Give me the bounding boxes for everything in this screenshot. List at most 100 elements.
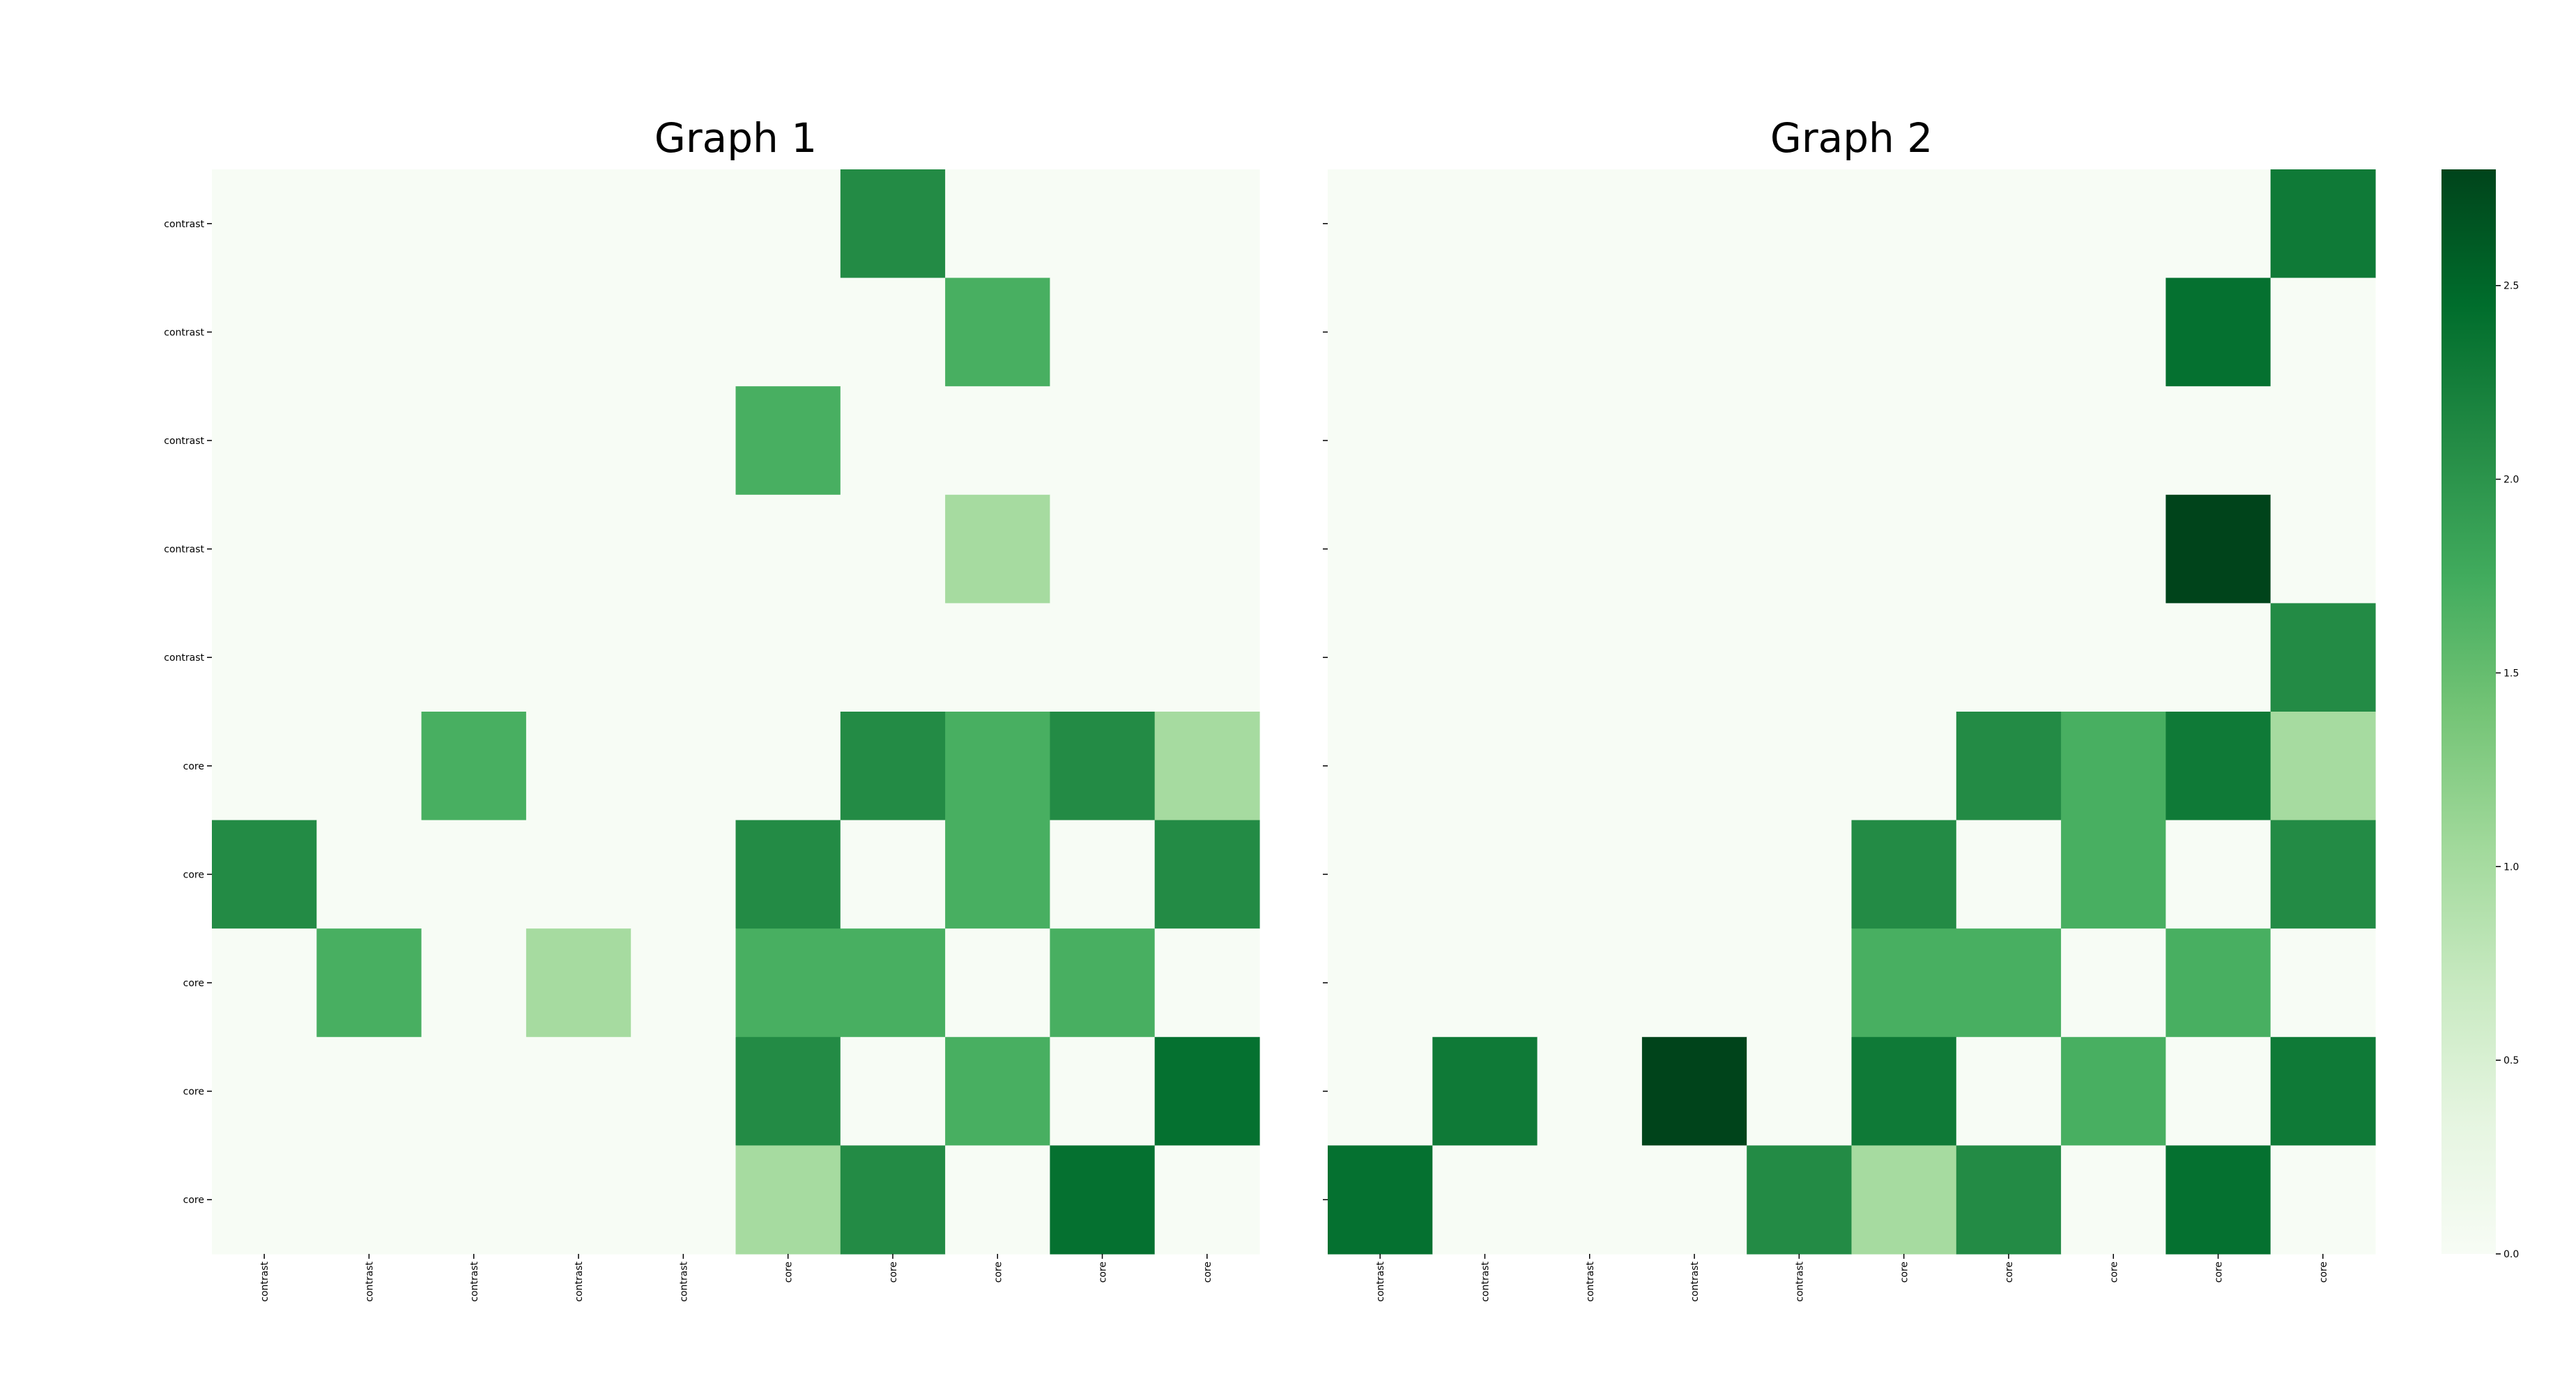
heatmap-cell bbox=[840, 169, 946, 279]
x-tick-label: core bbox=[992, 1262, 1004, 1282]
heatmap-cell bbox=[1956, 1036, 2062, 1146]
x-tick-label: contrast bbox=[678, 1261, 689, 1301]
heatmap-cell bbox=[421, 603, 527, 712]
heatmap-cell bbox=[1641, 603, 1747, 712]
heatmap-cell bbox=[526, 1145, 631, 1255]
heatmap-cell bbox=[2061, 386, 2166, 496]
heatmap-cell bbox=[2270, 928, 2376, 1038]
heatmap-cell bbox=[1851, 386, 1957, 496]
colorbar-tick-label: 2.0 bbox=[2504, 475, 2519, 486]
heatmap-cell bbox=[526, 494, 631, 604]
heatmap-cell bbox=[2270, 169, 2376, 279]
heatmap-cell bbox=[735, 386, 841, 496]
heatmap-cell bbox=[1154, 928, 1260, 1038]
heatmap-cell bbox=[1747, 386, 1853, 496]
heatmap-cell bbox=[1050, 386, 1156, 496]
heatmap-cell bbox=[735, 1145, 841, 1255]
heatmap-cell bbox=[1537, 603, 1643, 712]
heatmap-cell bbox=[945, 820, 1050, 929]
heatmap-panel-2: Graph 2 contrast contrast contrast contrast… bbox=[1323, 114, 2376, 1302]
heatmap-cell bbox=[1050, 1145, 1156, 1255]
heatmap-cell bbox=[2270, 820, 2376, 929]
chart-title-1: Graph 1 bbox=[654, 114, 817, 162]
heatmap-cell bbox=[1328, 603, 1433, 712]
heatmap-cell bbox=[2061, 820, 2166, 929]
heatmap-cell bbox=[1154, 386, 1260, 496]
heatmap-cell bbox=[316, 603, 422, 712]
heatmap-cell bbox=[1641, 494, 1747, 604]
heatmap-cell bbox=[1328, 494, 1433, 604]
x-tick-label: contrast bbox=[1689, 1261, 1701, 1301]
heatmap-cell bbox=[1154, 603, 1260, 712]
heatmap-cell bbox=[1050, 603, 1156, 712]
heatmap-cell bbox=[945, 169, 1050, 279]
heatmap-cell bbox=[1641, 820, 1747, 929]
x-tick-label: contrast bbox=[1480, 1261, 1491, 1301]
heatmap-cell bbox=[2270, 386, 2376, 496]
heatmap-cell bbox=[1328, 820, 1433, 929]
heatmap-cell bbox=[945, 712, 1050, 821]
heatmap-cell bbox=[1154, 277, 1260, 387]
heatmap-cell bbox=[840, 1145, 946, 1255]
heatmap-cell bbox=[1956, 277, 2062, 387]
heatmap-cell bbox=[316, 928, 422, 1038]
heatmap-cell bbox=[840, 928, 946, 1038]
heatmap-cell bbox=[840, 277, 946, 387]
heatmap-cell bbox=[1050, 494, 1156, 604]
heatmap-cell bbox=[735, 1036, 841, 1146]
heatmap-cell bbox=[1747, 277, 1853, 387]
heatmap-cell bbox=[840, 1036, 946, 1146]
heatmap-cell bbox=[1747, 712, 1853, 821]
heatmap-cell bbox=[316, 494, 422, 604]
heatmap-cell bbox=[526, 820, 631, 929]
x-tick-label: contrast bbox=[1375, 1261, 1386, 1301]
x-tick-label: core bbox=[2108, 1262, 2119, 1282]
y-tick-label: contrast bbox=[164, 219, 204, 230]
heatmap-cell bbox=[1851, 1036, 1957, 1146]
heatmap-cell bbox=[2061, 277, 2166, 387]
heatmap-cell bbox=[735, 712, 841, 821]
heatmap-cell bbox=[2270, 603, 2376, 712]
heatmap-cell bbox=[1328, 386, 1433, 496]
heatmap-cell bbox=[1956, 494, 2062, 604]
heatmap-cell bbox=[212, 169, 317, 279]
heatmap-cell bbox=[945, 386, 1050, 496]
heatmap-cell bbox=[421, 820, 527, 929]
heatmap-cell bbox=[526, 712, 631, 821]
heatmap-cell bbox=[1851, 712, 1957, 821]
heatmap-cell bbox=[631, 169, 737, 279]
y-tick-label: core bbox=[183, 1087, 204, 1098]
heatmap-cell bbox=[1641, 277, 1747, 387]
heatmap-cell bbox=[840, 820, 946, 929]
heatmap-cell bbox=[2061, 494, 2166, 604]
heatmap-cell bbox=[421, 712, 527, 821]
heatmap-cell bbox=[421, 1036, 527, 1146]
heatmap-cell bbox=[2165, 1145, 2271, 1255]
y-tick-label: core bbox=[183, 869, 204, 880]
heatmap-cell bbox=[1432, 277, 1538, 387]
heatmap-cell bbox=[2165, 928, 2271, 1038]
heatmap-cell bbox=[1154, 1036, 1260, 1146]
heatmap-cell bbox=[1747, 820, 1853, 929]
heatmap-cell bbox=[1432, 1036, 1538, 1146]
heatmap-cell bbox=[1956, 386, 2062, 496]
heatmap-cell bbox=[421, 169, 527, 279]
x-tick-label: contrast bbox=[259, 1261, 270, 1301]
x-tick-label: core bbox=[1202, 1262, 1213, 1282]
heatmap-cell bbox=[1956, 169, 2062, 279]
heatmap-cell bbox=[1432, 712, 1538, 821]
heatmap-cell bbox=[2270, 712, 2376, 821]
x-tick-label: core bbox=[2004, 1262, 2015, 1282]
heatmap-cell bbox=[945, 603, 1050, 712]
heatmap-cell bbox=[2270, 494, 2376, 604]
x-tick-label: contrast bbox=[364, 1261, 375, 1301]
heatmap-cell bbox=[631, 603, 737, 712]
x-tick-label: core bbox=[888, 1262, 899, 1282]
heatmap-cell bbox=[1432, 1145, 1538, 1255]
heatmap-cell bbox=[212, 603, 317, 712]
heatmap-cell bbox=[1956, 712, 2062, 821]
heatmap-cell bbox=[1432, 169, 1538, 279]
heatmap-cell bbox=[2061, 712, 2166, 821]
y-tick-label: contrast bbox=[164, 436, 204, 447]
